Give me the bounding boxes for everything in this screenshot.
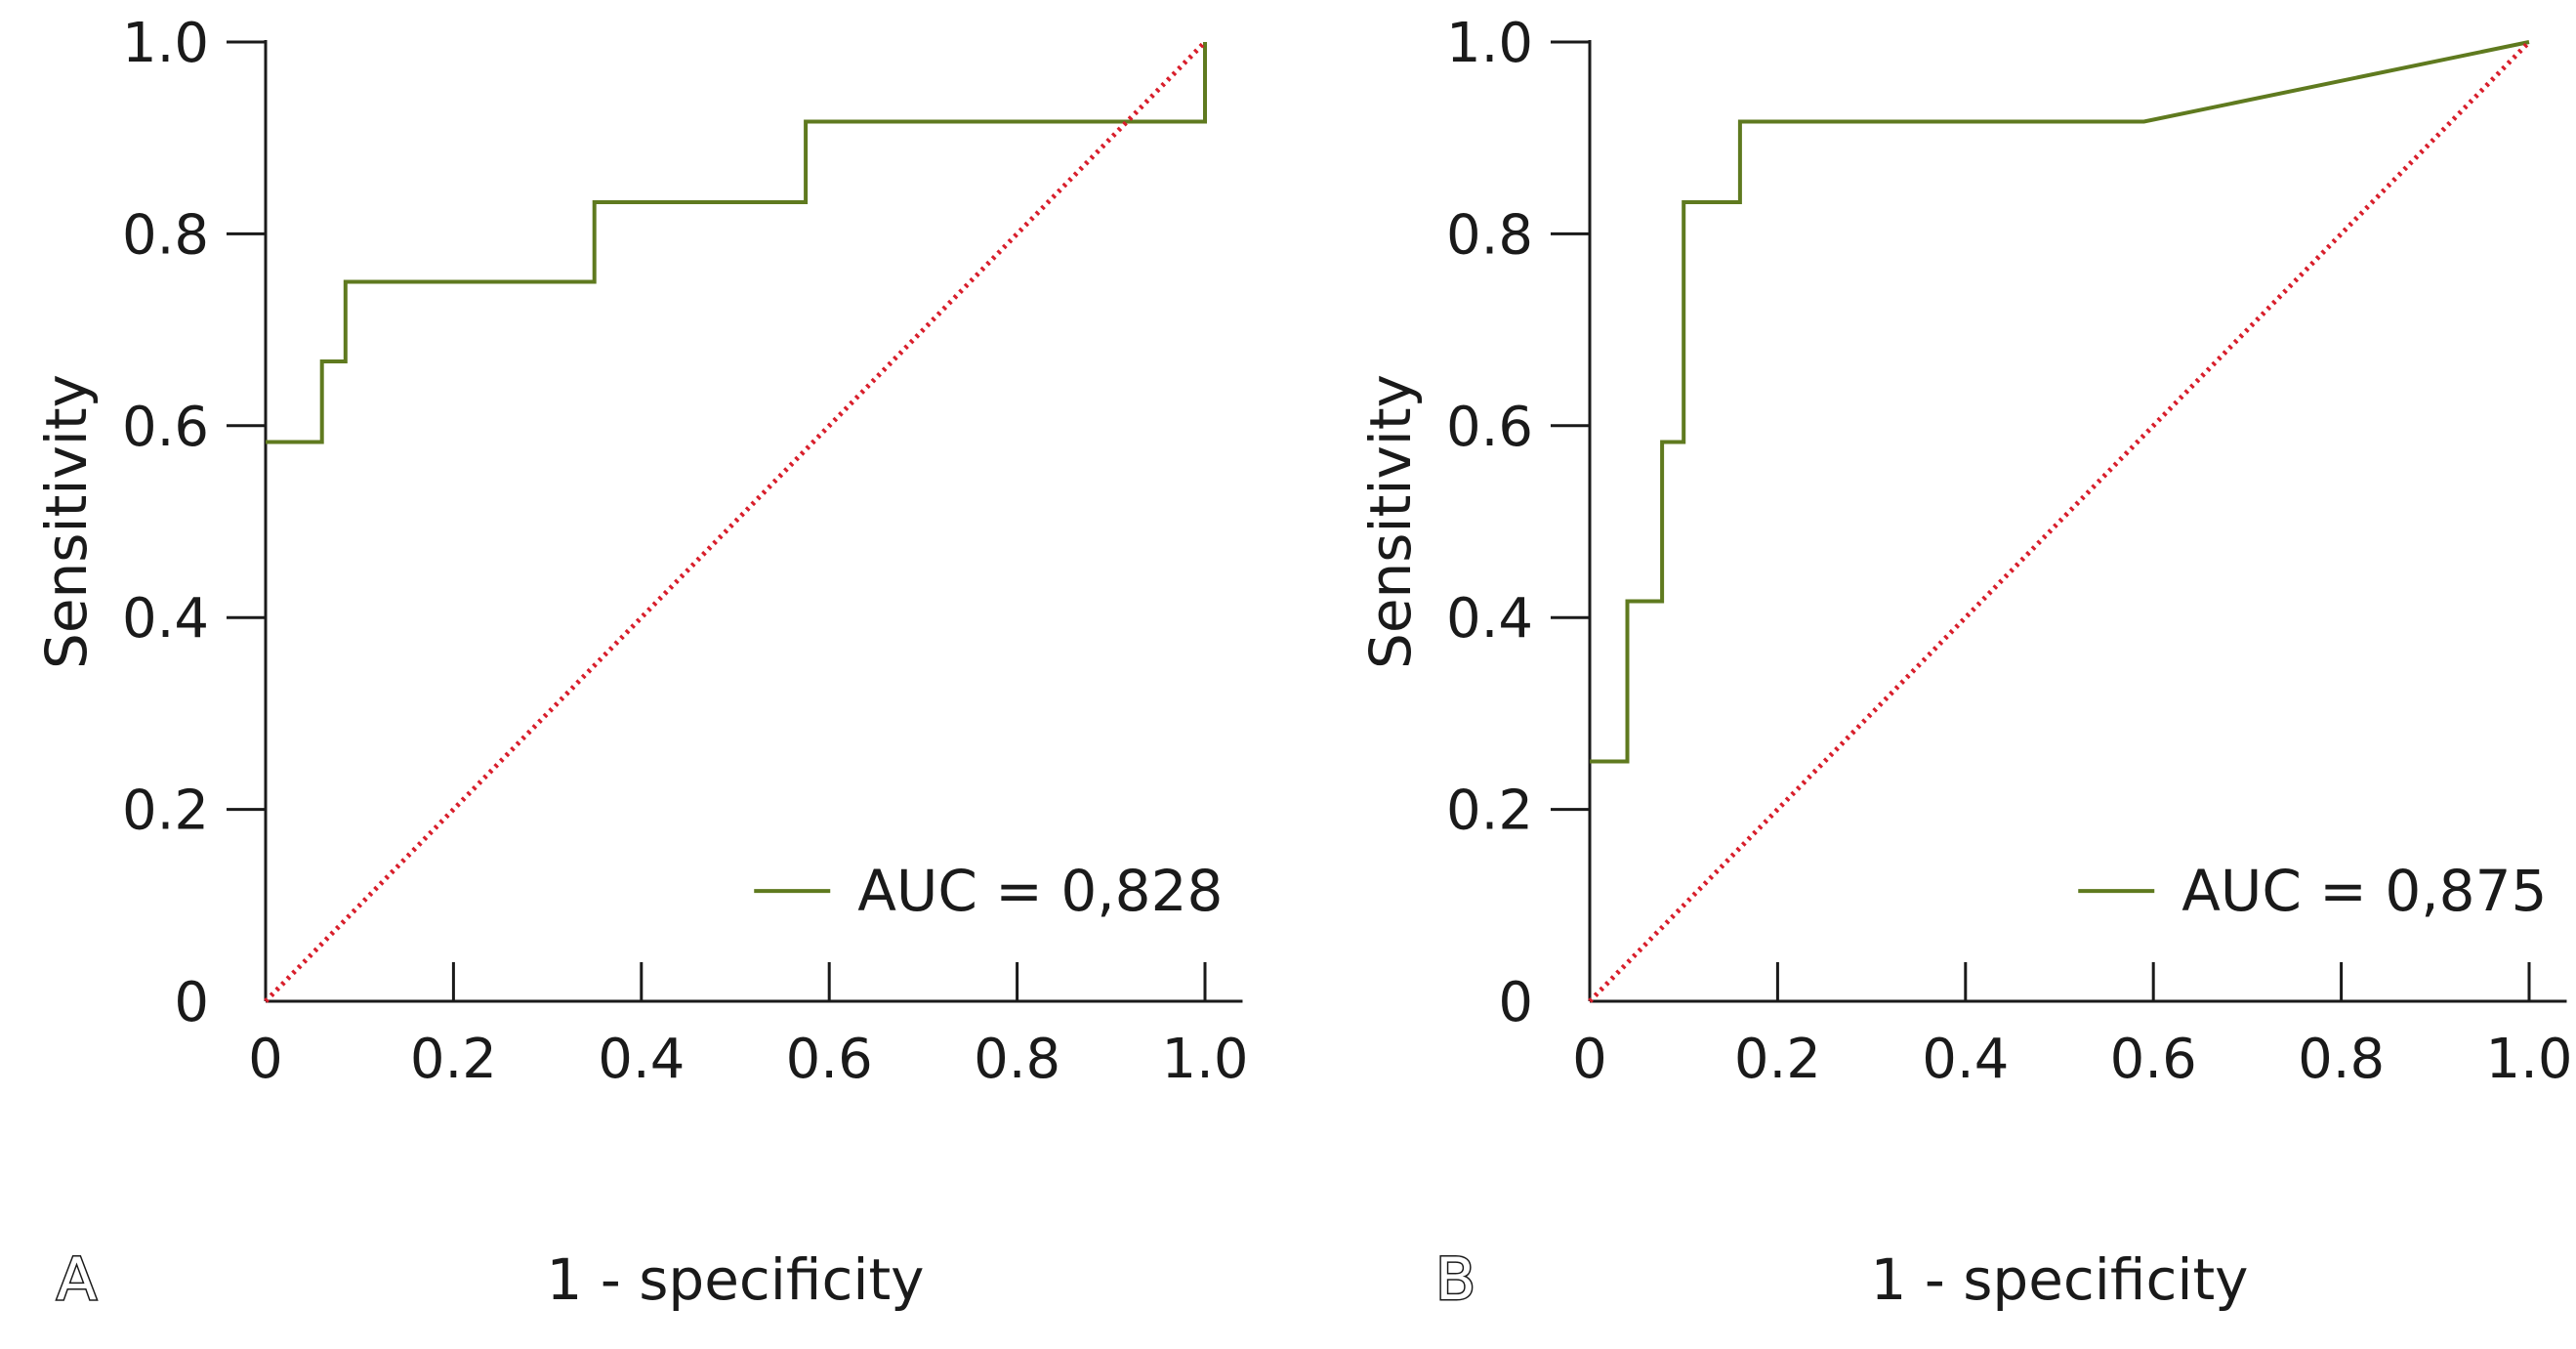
y-axis-title: Sensitivity xyxy=(33,374,100,669)
y-tick-label: 0 xyxy=(1498,971,1533,1034)
y-tick-label: 1.0 xyxy=(122,12,209,75)
y-axis-title: Sensitivity xyxy=(1357,374,1424,669)
legend-label: AUC = 0,828 xyxy=(857,858,1223,924)
x-axis-title: 1 - specificity xyxy=(546,1246,924,1313)
panel-a: 0 0.2 0.4 0.6 0.8 1.0 0 0.2 0.4 0.6 0.8 1.0 Sensitiv… xyxy=(33,12,1249,1316)
roc-curve xyxy=(266,42,1207,444)
x-axis-title: 1 - specificity xyxy=(1870,1246,2248,1313)
reference-diagonal-line xyxy=(264,40,1207,1003)
y-tick-label: 1.0 xyxy=(1446,12,1533,75)
y-tick-label: 0.2 xyxy=(1446,780,1533,843)
x-tick-label: 0.4 xyxy=(598,1028,685,1091)
y-tick-label: 0 xyxy=(174,971,209,1034)
x-tick-label: 1.0 xyxy=(1161,1028,1248,1091)
x-tick-label: 0 xyxy=(1572,1028,1607,1091)
x-tick-label: 0.8 xyxy=(2298,1028,2385,1091)
x-tick-label: 1.0 xyxy=(2485,1028,2572,1091)
y-tick-label: 0.2 xyxy=(122,780,209,843)
x-tick-label: 0.2 xyxy=(1734,1028,1821,1091)
y-tick-label: 0.4 xyxy=(1446,587,1533,651)
panel-label: B xyxy=(1435,1245,1475,1314)
y-tick-label: 0.6 xyxy=(1446,396,1533,459)
x-tick-label: 0.6 xyxy=(2110,1028,2197,1091)
x-tick-label: 0.4 xyxy=(1922,1028,2009,1091)
panel-b: 0 0.2 0.4 0.6 0.8 1.0 0 0.2 0.4 0.6 0.8 1.0 Sensitiv… xyxy=(1357,12,2573,1316)
y-tick-label: 0.6 xyxy=(122,396,209,459)
y-tick-label: 0.8 xyxy=(1446,203,1533,267)
x-tick-label: 0.2 xyxy=(410,1028,497,1091)
legend-label: AUC = 0,875 xyxy=(2181,858,2547,924)
y-tick-label: 0.4 xyxy=(122,587,209,651)
reference-diagonal-line xyxy=(1588,40,2531,1003)
y-tick-label: 0.8 xyxy=(122,203,209,267)
x-tick-label: 0 xyxy=(248,1028,283,1091)
x-tick-label: 0.6 xyxy=(786,1028,873,1091)
x-tick-label: 0.8 xyxy=(974,1028,1060,1091)
roc-curve xyxy=(1590,40,2530,764)
panel-label: A xyxy=(57,1245,97,1314)
